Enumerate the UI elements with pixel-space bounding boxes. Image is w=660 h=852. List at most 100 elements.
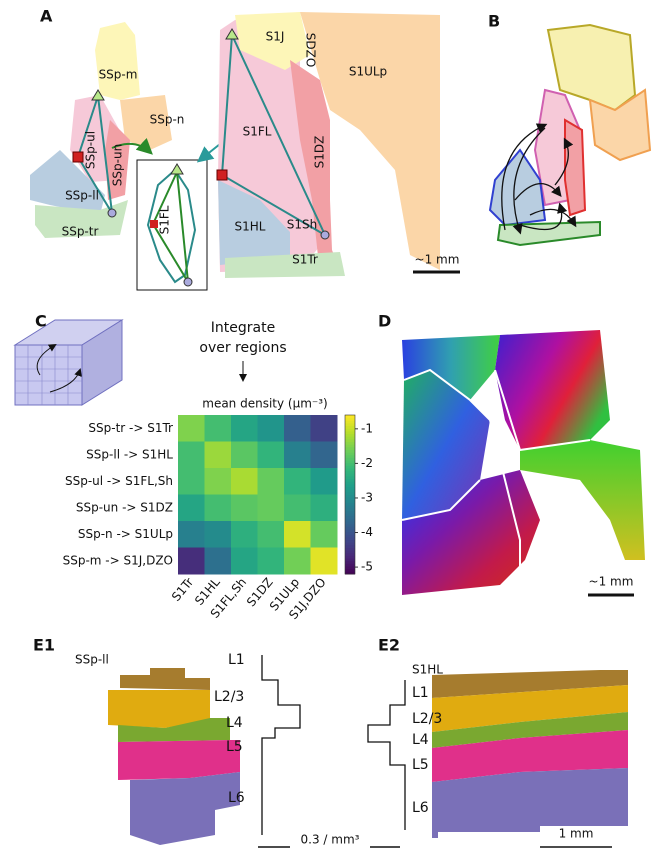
- panel-c-cube: [13, 319, 247, 406]
- colorbar-segment: [345, 528, 355, 533]
- colorbar-segment: [345, 558, 355, 562]
- colorbar-segment: [345, 539, 355, 543]
- heatmap-cell: [204, 547, 232, 575]
- colorbar-segment: [345, 430, 355, 435]
- colorbar-segment: [345, 438, 355, 442]
- heatmap-cell: [310, 415, 338, 442]
- layer-label: L6: [412, 800, 429, 816]
- colorbar-tick-label: -4: [361, 525, 373, 539]
- colorbar-segment: [345, 521, 355, 525]
- scale-label: ~1 mm: [415, 253, 460, 267]
- colorbar-segment: [345, 475, 355, 480]
- scale-label: ~1 mm: [589, 575, 634, 589]
- colorbar-segment: [345, 470, 355, 474]
- colorbar-segment: [345, 454, 355, 458]
- region-label: S1FL: [158, 205, 172, 234]
- colorbar-segment: [345, 491, 355, 495]
- panel-label: D: [378, 312, 391, 331]
- colorbar-segment: [345, 499, 355, 503]
- heatmap-cell: [231, 521, 258, 548]
- colorbar-segment: [345, 552, 355, 556]
- region-label: SSp-ul: [84, 131, 98, 169]
- colorbar-tick-label: -3: [361, 490, 373, 504]
- heatmap-cell: [257, 441, 285, 469]
- colorbar-segment: [345, 568, 355, 572]
- scale-label: 0.3 / mm³: [301, 833, 360, 847]
- heatmap-cell: [204, 521, 232, 548]
- region-label: S1HL: [235, 220, 266, 234]
- colorbar-frame: [344, 414, 356, 575]
- panel-b: [488, 23, 652, 247]
- row-label: SSp-m -> S1J,DZO: [63, 553, 173, 567]
- heatmap-cell: [310, 468, 338, 495]
- layer-label: L6: [228, 790, 245, 806]
- heatmap-cell: [231, 441, 258, 469]
- colorbar-segment: [345, 436, 355, 440]
- colorbar-segment: [345, 544, 355, 548]
- heatmap-cell: [204, 468, 232, 495]
- colorbar-segment: [345, 462, 355, 466]
- colorbar-segment: [345, 536, 355, 541]
- colorbar-segment: [345, 560, 355, 564]
- colorbar-segment: [345, 566, 355, 570]
- heatmap-cell: [284, 494, 311, 522]
- colorbar-segment: [345, 505, 355, 509]
- heatmap-cell: [284, 415, 311, 442]
- colorbar-segment: [345, 444, 355, 448]
- region-label: S1FL: [243, 125, 272, 139]
- region-label: S1J: [266, 30, 285, 44]
- layer-label: L2/3: [214, 689, 244, 705]
- colorbar-segment: [345, 486, 355, 490]
- heatmap-cell: [178, 415, 205, 442]
- colorbar-segment: [345, 422, 355, 427]
- colorbar-segment: [345, 452, 355, 456]
- heatmap-cell: [178, 468, 205, 495]
- colorbar-segment: [345, 465, 355, 469]
- layer-label: L2/3: [412, 711, 442, 727]
- region-label: SSp-un: [111, 144, 125, 186]
- region-label: SSp-tr: [62, 225, 99, 239]
- panel-a: [30, 12, 460, 291]
- colorbar-segment: [345, 497, 355, 501]
- row-label: SSp-un -> S1DZ: [76, 500, 173, 514]
- colorbar-segment: [345, 425, 355, 429]
- scale-label: 1 mm: [559, 827, 594, 841]
- heatmap-cell: [231, 468, 258, 495]
- heatmap-cell: [310, 547, 338, 575]
- colorbar-segment: [345, 489, 355, 493]
- colorbar-segment: [345, 428, 355, 432]
- heatmap-cell: [204, 494, 232, 522]
- region-label: S1ULp: [349, 65, 387, 79]
- colorbar-segment: [345, 513, 355, 517]
- colorbar-segment: [345, 534, 355, 538]
- region-label: SSp-m: [99, 68, 138, 82]
- colorbar-segment: [345, 457, 355, 461]
- colorbar-segment: [345, 433, 355, 437]
- panel-e2: [367, 670, 628, 848]
- colorbar-segment: [345, 563, 355, 567]
- colorbar-segment: [345, 550, 355, 554]
- region-label: S1Tr: [292, 253, 318, 267]
- colorbar-segment: [345, 507, 355, 511]
- colorbar-segment: [345, 446, 355, 450]
- panel-label: E2: [378, 636, 400, 655]
- panel-label: C: [35, 312, 47, 331]
- heatmap-cell: [310, 441, 338, 469]
- colorbar-segment: [345, 481, 355, 485]
- colorbar-segment: [345, 518, 355, 522]
- region-title: S1HL: [412, 663, 443, 677]
- colorbar-segment: [345, 415, 355, 419]
- colorbar-segment: [345, 526, 355, 530]
- layer-label: L5: [412, 757, 429, 773]
- row-label: SSp-n -> S1ULp: [78, 527, 173, 541]
- region-label: S1Sh: [287, 218, 317, 232]
- heatmap-cell: [204, 441, 232, 469]
- heatmap-cell: [257, 415, 285, 442]
- colorbar-segment: [345, 510, 355, 514]
- heatmap-cell: [310, 494, 338, 522]
- colorbar-tick-label: -2: [361, 456, 373, 470]
- colorbar-segment: [345, 542, 355, 546]
- heatmap-cell: [257, 547, 285, 575]
- colorbar-title: mean density (μm⁻³): [202, 397, 328, 411]
- colorbar-segment: [345, 417, 355, 421]
